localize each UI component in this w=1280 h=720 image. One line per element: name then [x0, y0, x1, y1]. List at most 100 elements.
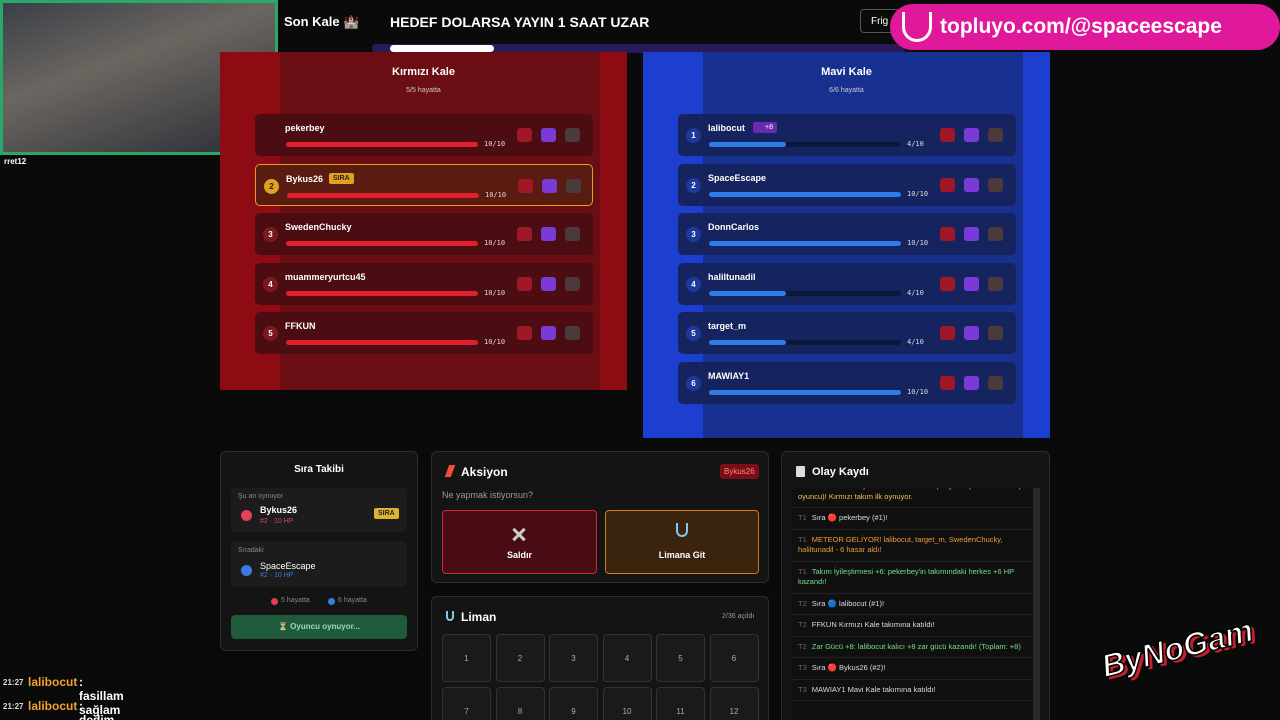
chat-time: 21:27 — [3, 702, 24, 711]
current-name: Bykus26 — [260, 505, 298, 515]
card-icon[interactable] — [988, 276, 1003, 291]
team-name: Mavi Kale — [821, 66, 872, 78]
player-card: 5 target_m 4/10 — [678, 312, 1016, 354]
hp-bar — [286, 142, 478, 147]
harbor-cell[interactable]: 6 — [709, 634, 759, 682]
card-icon[interactable] — [541, 128, 556, 142]
card-icon[interactable] — [988, 375, 1003, 390]
player-card: 3 SwedenChucky 10/10 — [255, 213, 593, 255]
card-icon[interactable] — [565, 326, 580, 340]
player-name: DonnCarlos — [708, 222, 760, 232]
hp-bar — [286, 241, 478, 246]
harbor-cell[interactable]: 1 — [442, 634, 491, 682]
hp-label: 10/10 — [484, 239, 506, 247]
action-panel: Aksiyon Bykus26 Ne yapmak istiyorsun? Sa… — [431, 451, 769, 583]
card-icon[interactable] — [541, 326, 556, 340]
overlay-pill: topluyo.com/@spaceescape — [890, 4, 1280, 50]
logo: ByNoGam — [1097, 611, 1257, 685]
harbor-cell[interactable]: 7 — [442, 687, 491, 720]
card-icon[interactable] — [518, 178, 533, 193]
log-list: T1SON KALE BAŞLIYOR! Kırmızı Kale (4 oyu… — [792, 488, 1041, 720]
scrollbar — [1033, 488, 1040, 720]
harbor-cell[interactable]: 2 — [495, 634, 545, 682]
card-icon[interactable] — [517, 227, 532, 241]
card-icon[interactable] — [542, 178, 557, 193]
log-entry: T1 METEOR GELİYOR! lalibocut, target_m, S… — [792, 530, 1032, 562]
hp-track — [709, 340, 901, 345]
log-text: METEOR GELİYOR! lalibocut, target_m, Swe… — [798, 534, 1003, 555]
next-info: #2 · 10 HP — [260, 572, 294, 579]
card-icon[interactable] — [964, 128, 979, 142]
player-rank: 5 — [263, 326, 278, 341]
card-icon[interactable] — [988, 177, 1003, 192]
log-title: Olay Kaydı — [812, 466, 869, 478]
card-icon[interactable] — [964, 177, 979, 192]
card-icon[interactable] — [964, 227, 979, 241]
player-name: lalibocut — [708, 123, 746, 133]
player-name: haliltunadil — [708, 271, 756, 282]
harbor-progress: 2/36 açıldı — [722, 613, 755, 620]
action-title: Aksiyon — [461, 465, 508, 479]
card-icon[interactable] — [565, 128, 580, 142]
card-icon[interactable] — [940, 276, 955, 291]
card-icon[interactable] — [964, 276, 979, 291]
log-entry: T1SON KALE BAŞLIYOR! Kırmızı Kale (4 oyu… — [792, 488, 1032, 508]
attack-button[interactable]: Saldır — [442, 510, 597, 574]
harbor-cell[interactable]: 5 — [656, 634, 705, 682]
player-rank: 6 — [686, 375, 701, 391]
hp-bar — [709, 142, 786, 147]
card-icon[interactable] — [566, 178, 581, 193]
log-entry: T2 FFKUN Kırmızı Kale takımına katıldı! — [792, 615, 1032, 637]
card-icon[interactable] — [940, 227, 955, 241]
chat-message: : dedim — [79, 699, 115, 720]
team-status: 5/5 hayatta — [406, 87, 441, 94]
card-icon[interactable] — [517, 326, 532, 340]
player-card: 3 DonnCarlos 10/10 — [678, 213, 1016, 255]
action-prompt: Ne yapmak istiyorsun? — [442, 490, 534, 500]
card-icon[interactable] — [940, 128, 955, 142]
waiting-button[interactable]: ⏳ Oyuncu oynuyor... — [231, 615, 407, 639]
team-name: Kırmızı Kale — [392, 66, 455, 78]
log-round: T1 — [798, 488, 807, 490]
player-card: 2 Bykus26 SIRA 10/10 — [255, 163, 593, 206]
harbor-cell[interactable]: 3 — [549, 634, 598, 682]
harbor-cell[interactable]: 8 — [495, 687, 545, 720]
card-icon[interactable] — [988, 326, 1003, 340]
card-icon[interactable] — [940, 177, 955, 192]
harbor-cell[interactable]: 9 — [549, 687, 598, 720]
harbor-cell[interactable]: 10 — [602, 687, 652, 720]
harbor-cell[interactable]: 11 — [656, 687, 705, 720]
card-icon[interactable] — [964, 375, 979, 390]
chat-user: lalibocut — [28, 699, 78, 713]
harbor-cell[interactable]: 12 — [709, 687, 759, 720]
card-icon[interactable] — [565, 227, 580, 241]
card-icon[interactable] — [565, 276, 580, 291]
player-name: SpaceEscape — [708, 172, 767, 183]
player-name: muammeryurtcu45 — [285, 271, 366, 282]
card-icon[interactable] — [964, 326, 979, 340]
card-icon[interactable] — [517, 128, 532, 142]
card-icon[interactable] — [541, 276, 556, 291]
harbor-cell[interactable]: 4 — [602, 634, 652, 682]
card-icon[interactable] — [988, 128, 1003, 142]
player-card: 2 SpaceEscape 10/10 — [678, 163, 1016, 206]
log-flow: T1SON KALE BAŞLIYOR! Kırmızı Kale (4 oyu… — [792, 488, 1032, 701]
hp-bar — [286, 290, 478, 296]
harbor-button[interactable]: Limana Git — [605, 510, 759, 574]
hp-label: 10/10 — [484, 338, 506, 346]
hp-bar — [286, 340, 478, 345]
card-icon[interactable] — [517, 276, 532, 291]
hp-label: 10/10 — [907, 239, 929, 247]
log-icon — [796, 466, 805, 477]
player-name: SwedenChucky — [285, 222, 352, 232]
card-icon[interactable] — [988, 227, 1003, 241]
log-text: Sıra 🔴 pekerbey (#1)! — [811, 513, 888, 522]
card-icon[interactable] — [940, 375, 955, 390]
player-card: 4 haliltunadil 4/10 — [678, 262, 1016, 305]
log-round: T2 — [798, 641, 807, 651]
card-icon[interactable] — [541, 227, 556, 241]
card-icon[interactable] — [940, 326, 955, 340]
overlay-icon — [902, 12, 932, 42]
log-entry: T1 Sıra 🔴 pekerbey (#1)! — [792, 508, 1032, 530]
hp-bar — [287, 192, 479, 198]
